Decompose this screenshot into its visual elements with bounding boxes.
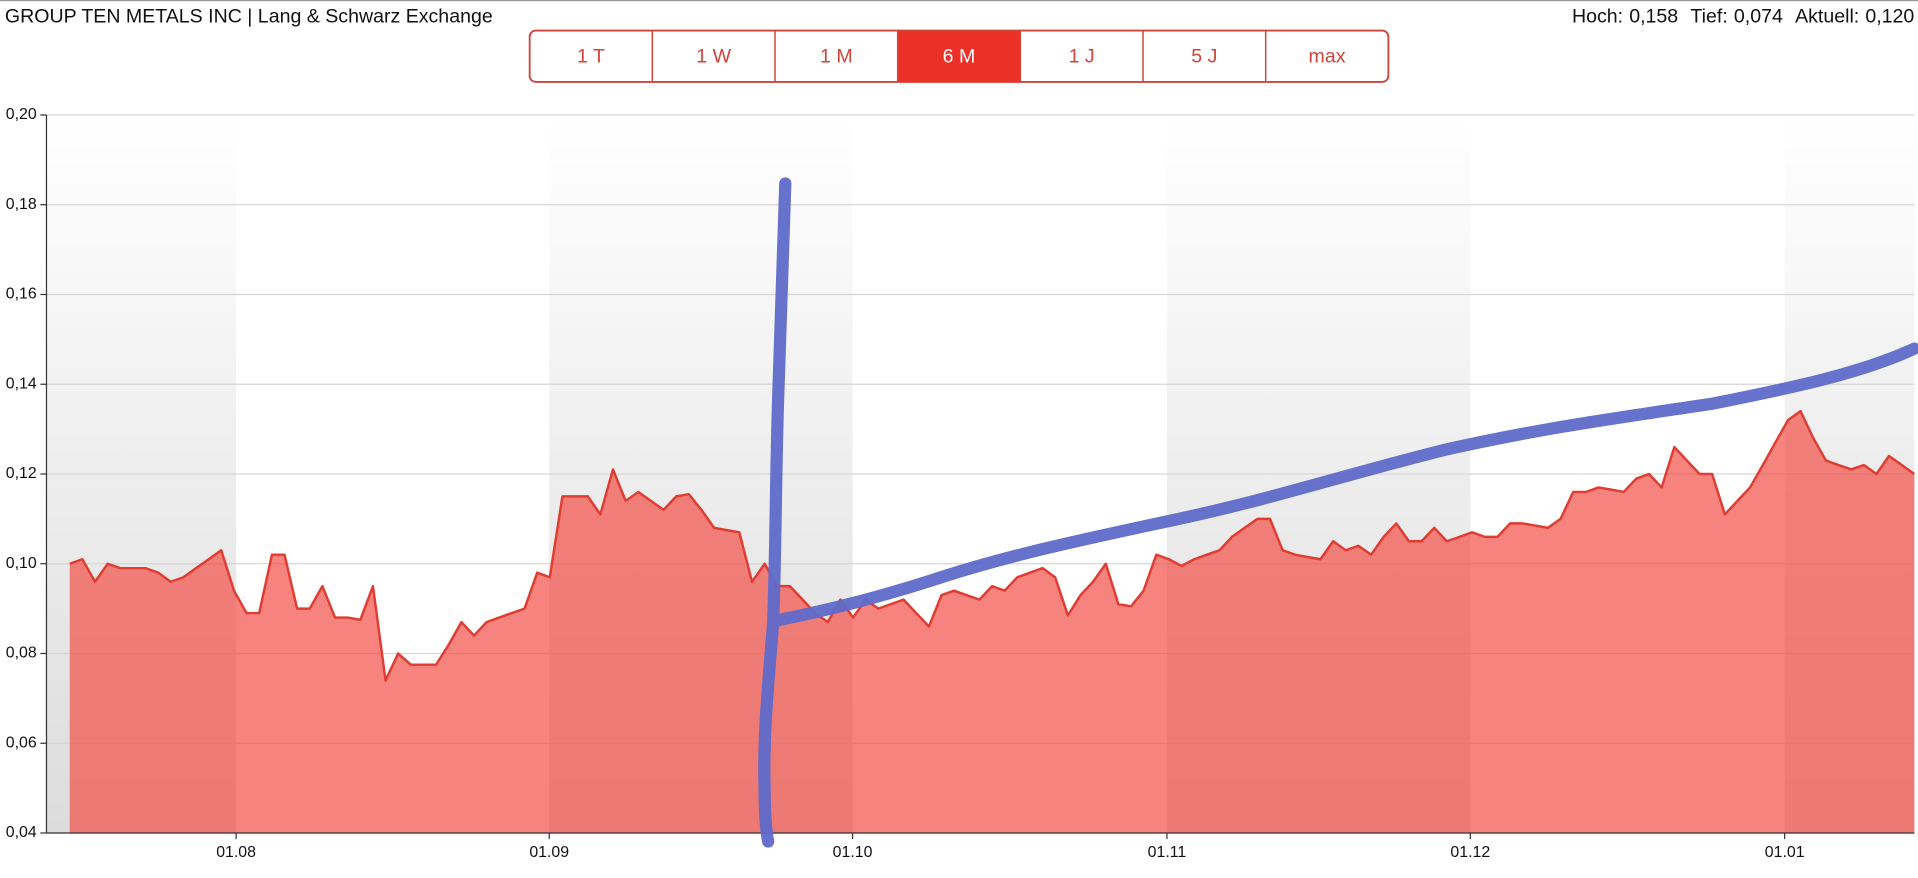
price-line [69,409,1916,682]
stat-value: 0,074 [1734,5,1783,27]
y-tick-label: 0,12 [6,465,37,482]
y-tick-label: 0,20 [6,106,37,123]
range-button-active[interactable] [897,31,1021,82]
y-tick-label: 0,08 [6,645,37,662]
y-tick-label: 0,06 [6,734,37,751]
y-tick-label: 0,14 [6,375,37,392]
x-tick-label: 01.01 [1765,844,1805,861]
range-button[interactable]: 1 W [696,46,731,68]
price-area [69,411,1915,833]
y-tick-label: 0,04 [6,824,37,841]
range-button[interactable]: 5 J [1191,46,1217,68]
stat-label: Hoch: [1572,5,1623,27]
y-tick-label: 0,16 [6,286,37,303]
y-tick-label: 0,18 [6,196,37,213]
stat-label: Tief: [1690,5,1727,27]
range-button[interactable]: 6 M [943,46,976,68]
x-tick-label: 01.10 [833,844,873,861]
page-title: GROUP TEN METALS INC | Lang & Schwarz Ex… [5,5,493,27]
x-tick-label: 01.11 [1148,844,1187,861]
range-buttons: 1 T 1 W 1 M 6 M 1 J 5 J max [528,29,1390,83]
plot [45,114,1916,834]
stat-value: 0,158 [1629,5,1678,27]
x-tick-label: 01.09 [529,844,569,861]
x-tick-label: 01.12 [1450,844,1490,861]
y-tick-label: 0,10 [6,555,37,572]
range-button[interactable]: 1 M [820,46,853,68]
range-button[interactable]: 1 J [1069,46,1095,68]
stats: 0,120 Aktuell: 0,074 Tief: 0,158 Hoch: [1572,5,1914,27]
stat-label: Aktuell: [1795,5,1859,27]
range-button[interactable]: max [1309,46,1346,68]
x-tick-label: 01.08 [216,844,256,861]
hand-annotation [758,177,1918,848]
stat-value: 0,120 [1865,5,1914,27]
range-button[interactable]: 1 T [577,46,605,68]
